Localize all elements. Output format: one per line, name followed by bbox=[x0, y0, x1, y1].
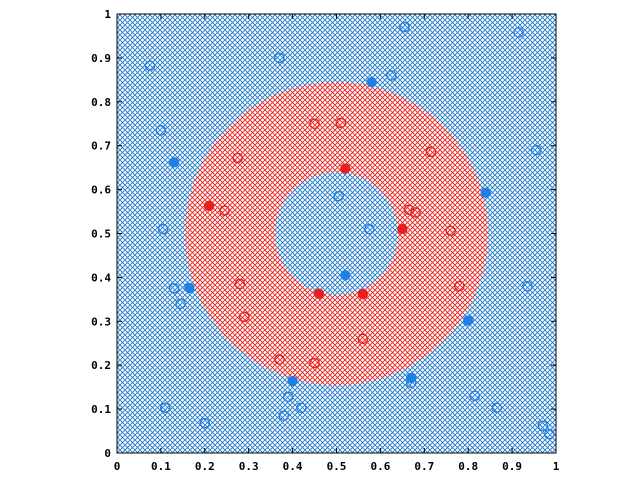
red-open-point bbox=[234, 278, 246, 290]
blue-open-point bbox=[159, 402, 171, 414]
blue-open-point bbox=[155, 125, 167, 136]
y-axis-ticks: 0 0.1 0.2 0.3 0.4 0.5 0.6 0.7 0.8 0.9 1 bbox=[91, 8, 556, 460]
red-open-point bbox=[445, 225, 456, 237]
y-tick-label: 0.9 bbox=[91, 52, 111, 65]
x-axis-ticks: 0 0.1 0.2 0.3 0.4 0.5 0.6 0.7 0.8 0.9 1 bbox=[114, 14, 560, 473]
blue-open-point bbox=[364, 223, 375, 235]
red-open-point bbox=[309, 357, 320, 369]
blue-open-point bbox=[405, 377, 417, 389]
y-tick-label: 0.7 bbox=[91, 140, 111, 153]
data-points bbox=[144, 21, 555, 440]
blue-filled-point bbox=[480, 187, 491, 198]
x-tick-label: 0.7 bbox=[414, 460, 434, 473]
y-tick-label: 0.5 bbox=[91, 228, 111, 241]
y-tick-label: 1 bbox=[104, 8, 111, 21]
red-open-point bbox=[357, 333, 369, 345]
x-tick-label: 0.5 bbox=[327, 460, 347, 473]
blue-open-point bbox=[469, 390, 481, 402]
blue-open-point bbox=[333, 190, 344, 202]
red-open-point bbox=[425, 146, 437, 158]
blue-open-point bbox=[513, 27, 524, 38]
red-open-point bbox=[410, 207, 421, 218]
red-open-point bbox=[403, 204, 415, 216]
red-class-region bbox=[185, 82, 488, 385]
blue-open-point bbox=[168, 283, 180, 294]
red-filled-point bbox=[203, 200, 215, 212]
blue-class-region bbox=[117, 14, 556, 453]
blue-filled-point bbox=[287, 375, 298, 387]
blue-open-point bbox=[199, 417, 211, 429]
x-tick-label: 0.6 bbox=[370, 460, 390, 473]
y-tick-label: 0.8 bbox=[91, 96, 111, 109]
red-open-point bbox=[309, 118, 320, 130]
blue-open-point bbox=[157, 223, 169, 235]
x-tick-label: 0.3 bbox=[239, 460, 259, 473]
blue-filled-point bbox=[366, 76, 377, 88]
red-open-point bbox=[274, 354, 285, 365]
red-open-point bbox=[219, 205, 230, 216]
blue-open-point bbox=[386, 70, 397, 81]
x-tick-label: 0.9 bbox=[502, 460, 522, 473]
y-tick-label: 0 bbox=[104, 447, 111, 460]
x-tick-label: 0.8 bbox=[458, 460, 478, 473]
x-tick-label: 0 bbox=[114, 460, 121, 473]
blue-open-point bbox=[144, 60, 156, 72]
red-filled-point bbox=[340, 163, 351, 174]
y-tick-label: 0.2 bbox=[91, 359, 111, 372]
blue-open-point bbox=[296, 402, 307, 414]
red-open-point bbox=[232, 152, 244, 164]
blue-open-point bbox=[278, 410, 290, 421]
red-filled-point bbox=[313, 288, 325, 299]
x-tick-label: 0.1 bbox=[151, 460, 171, 473]
red-open-point bbox=[239, 311, 250, 323]
y-tick-label: 0.1 bbox=[91, 403, 111, 416]
red-open-point bbox=[335, 117, 347, 129]
blue-open-point bbox=[530, 144, 542, 156]
blue-filled-point bbox=[463, 315, 474, 326]
red-filled-point bbox=[357, 288, 369, 300]
blue-filled-point bbox=[340, 270, 351, 281]
y-tick-label: 0.3 bbox=[91, 315, 111, 328]
y-tick-label: 0.6 bbox=[91, 184, 111, 197]
x-tick-label: 0.2 bbox=[195, 460, 215, 473]
blue-open-point bbox=[274, 52, 285, 64]
x-tick-label: 0.4 bbox=[283, 460, 303, 473]
x-tick-label: 1 bbox=[553, 460, 560, 473]
blue-open-point bbox=[537, 420, 549, 432]
decision-regions bbox=[117, 14, 556, 453]
red-filled-point bbox=[397, 223, 408, 235]
y-tick-label: 0.4 bbox=[91, 271, 111, 284]
blue-open-point bbox=[399, 21, 410, 33]
blue-open-point bbox=[282, 391, 294, 403]
blue-open-point bbox=[491, 402, 503, 414]
red-open-point bbox=[454, 280, 465, 292]
blue-filled-point bbox=[168, 157, 180, 168]
blue-open-point bbox=[522, 280, 533, 292]
blue-open-point bbox=[544, 428, 555, 440]
blue-filled-point bbox=[184, 282, 195, 294]
blue-open-point bbox=[175, 298, 186, 310]
